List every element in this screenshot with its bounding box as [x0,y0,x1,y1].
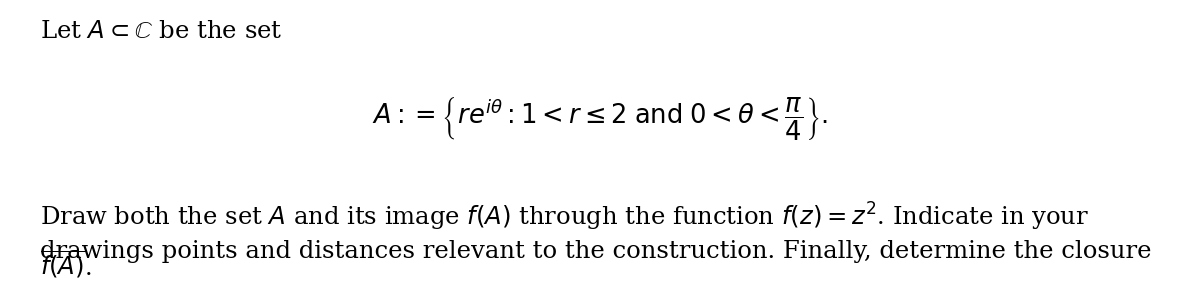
Text: Let $A \subset \mathbb{C}$ be the set: Let $A \subset \mathbb{C}$ be the set [40,20,282,43]
Text: $A := \left\{ re^{i\theta} : 1 < r \leq 2 \;\text{and}\; 0 < \theta < \dfrac{\pi: $A := \left\{ re^{i\theta} : 1 < r \leq … [372,96,828,143]
Text: $\overline{f(A)}$.: $\overline{f(A)}$. [40,249,91,280]
Text: drawings points and distances relevant to the construction. Finally, determine t: drawings points and distances relevant t… [40,240,1151,263]
Text: Draw both the set $A$ and its image $f(A)$ through the function $f(z) = z^2$. In: Draw both the set $A$ and its image $f(A… [40,201,1088,233]
